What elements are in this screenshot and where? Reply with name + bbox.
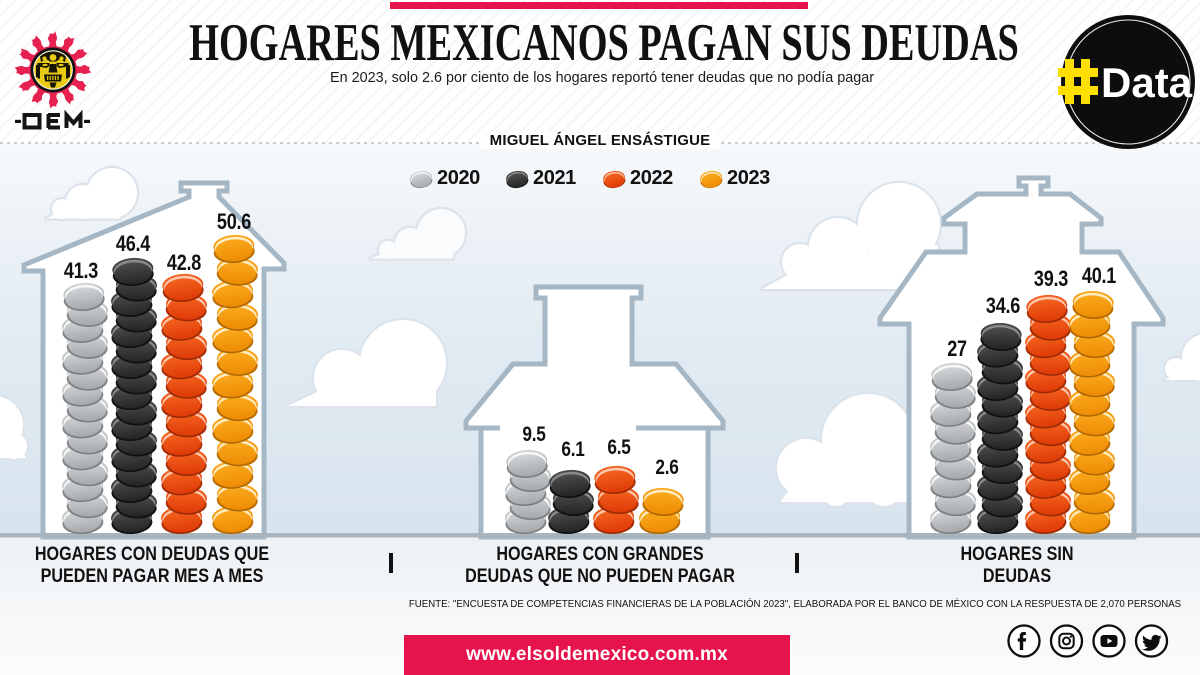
svg-text:Data: Data (1101, 59, 1193, 106)
